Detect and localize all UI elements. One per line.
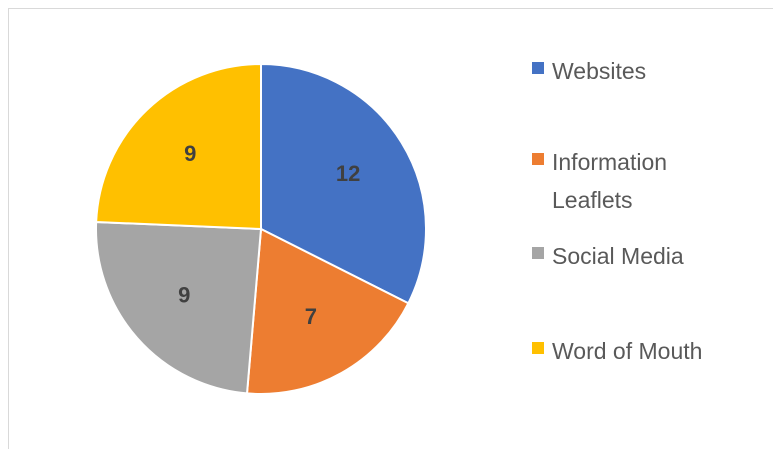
legend-swatch: [532, 247, 544, 259]
legend-item: Social Media: [532, 237, 742, 275]
data-label: 7: [305, 304, 317, 329]
legend-item: Websites: [532, 52, 742, 90]
data-label: 9: [184, 141, 196, 166]
legend-swatch: [532, 153, 544, 165]
pie-slice: [260, 62, 427, 305]
legend-label: Websites: [552, 58, 647, 84]
pie-slice: [245, 227, 410, 395]
legend-item: Information Leaflets: [532, 143, 742, 219]
pie-slice: [95, 220, 263, 395]
legend-label: Social Media: [552, 243, 684, 269]
legend-label: Information Leaflets: [552, 149, 668, 213]
legend-label: Word of Mouth: [552, 338, 703, 364]
legend-swatch: [532, 62, 544, 74]
data-label: 9: [178, 282, 190, 307]
pie-slice: [95, 62, 262, 231]
legend-swatch: [532, 342, 544, 354]
legend-item: Word of Mouth: [532, 332, 742, 370]
chart-frame: [8, 8, 773, 449]
data-label: 12: [336, 161, 360, 186]
